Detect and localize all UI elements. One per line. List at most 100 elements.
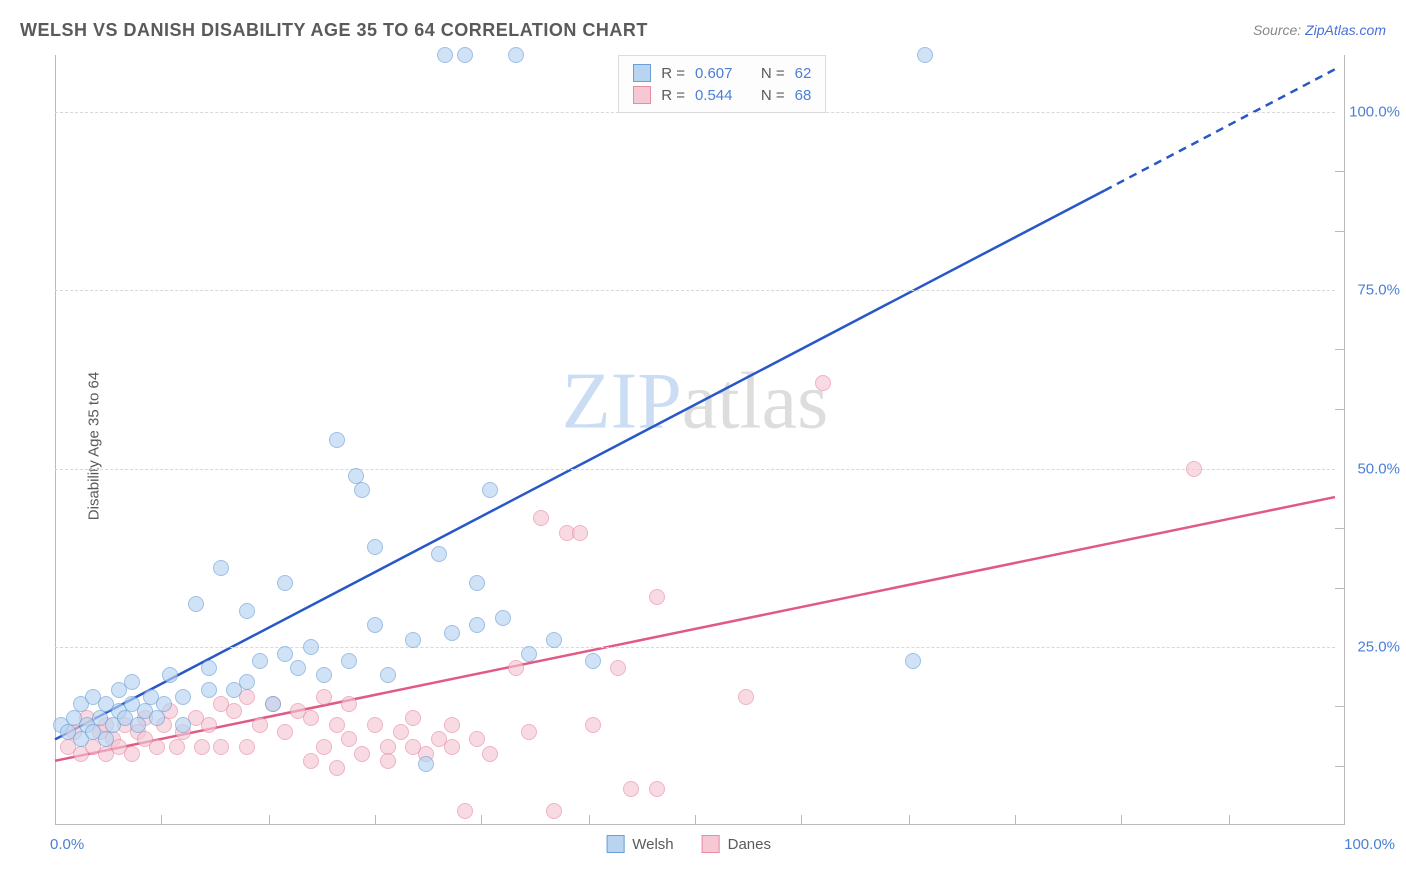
data-point (380, 667, 396, 683)
welsh-r-value: 0.607 (695, 65, 733, 82)
y-tick-label: 50.0% (1357, 460, 1400, 477)
data-point (367, 539, 383, 555)
data-point (380, 753, 396, 769)
source-link[interactable]: ZipAtlas.com (1305, 22, 1386, 38)
data-point (393, 724, 409, 740)
data-point (431, 546, 447, 562)
data-point (316, 689, 332, 705)
data-point (149, 739, 165, 755)
data-point (252, 717, 268, 733)
x-tick-mark (269, 815, 270, 825)
data-point (316, 667, 332, 683)
source-attribution: Source: ZipAtlas.com (1253, 22, 1386, 38)
data-point (303, 753, 319, 769)
plot-area: ZIPatlas R = 0.607 N = 62 R = 0.544 N = … (55, 55, 1335, 825)
y-tick-mark (1335, 171, 1345, 172)
x-tick-mark (909, 815, 910, 825)
data-point (508, 660, 524, 676)
x-tick-mark (481, 815, 482, 825)
data-point (239, 674, 255, 690)
data-point (341, 696, 357, 712)
data-point (495, 610, 511, 626)
data-point (201, 682, 217, 698)
data-point (303, 639, 319, 655)
data-point (169, 739, 185, 755)
data-point (201, 717, 217, 733)
x-tick-mark (161, 815, 162, 825)
y-tick-mark (1335, 766, 1345, 767)
data-point (367, 617, 383, 633)
data-point (124, 674, 140, 690)
danes-n-value: 68 (795, 87, 812, 104)
data-point (649, 589, 665, 605)
data-point (194, 739, 210, 755)
data-point (917, 47, 933, 63)
welsh-swatch (633, 64, 651, 82)
danes-swatch (633, 86, 651, 104)
data-point (124, 746, 140, 762)
data-point (546, 632, 562, 648)
data-point (469, 617, 485, 633)
x-tick-mark (589, 815, 590, 825)
data-point (130, 717, 146, 733)
data-point (226, 703, 242, 719)
data-point (444, 717, 460, 733)
data-point (98, 731, 114, 747)
data-point (1186, 461, 1202, 477)
data-point (149, 710, 165, 726)
data-point (905, 653, 921, 669)
data-point (329, 760, 345, 776)
gridline (55, 112, 1335, 113)
y-tick-mark (1335, 528, 1345, 529)
data-point (367, 717, 383, 733)
x-tick-origin: 0.0% (50, 836, 84, 853)
data-point (265, 696, 281, 712)
data-point (156, 696, 172, 712)
y-tick-mark (1335, 706, 1345, 707)
data-point (354, 746, 370, 762)
data-point (610, 660, 626, 676)
data-point (437, 47, 453, 63)
data-point (341, 731, 357, 747)
gridline (55, 647, 1335, 648)
y-tick-label: 75.0% (1357, 282, 1400, 299)
x-tick-mark (801, 815, 802, 825)
data-point (418, 756, 434, 772)
data-point (405, 632, 421, 648)
data-point (585, 653, 601, 669)
data-point (341, 653, 357, 669)
data-point (213, 739, 229, 755)
data-point (585, 717, 601, 733)
data-point (738, 689, 754, 705)
data-point (546, 803, 562, 819)
y-tick-mark (1335, 349, 1345, 350)
data-point (649, 781, 665, 797)
legend-item-welsh: Welsh (606, 835, 673, 853)
danes-legend-label: Danes (728, 836, 771, 853)
data-point (815, 375, 831, 391)
gridline (55, 469, 1335, 470)
data-point (329, 432, 345, 448)
data-point (469, 731, 485, 747)
x-tick-mark (1015, 815, 1016, 825)
data-point (252, 653, 268, 669)
data-point (444, 739, 460, 755)
data-point (162, 667, 178, 683)
data-point (175, 689, 191, 705)
data-point (277, 724, 293, 740)
y-tick-label: 25.0% (1357, 638, 1400, 655)
data-point (521, 724, 537, 740)
stat-row-danes: R = 0.544 N = 68 (633, 84, 811, 106)
x-tick-mark (1121, 815, 1122, 825)
data-point (508, 47, 524, 63)
stat-row-welsh: R = 0.607 N = 62 (633, 62, 811, 84)
data-point (303, 710, 319, 726)
y-tick-mark (1335, 409, 1345, 410)
data-point (405, 710, 421, 726)
trend-lines (55, 55, 1335, 825)
data-point (277, 646, 293, 662)
data-point (239, 739, 255, 755)
danes-r-value: 0.544 (695, 87, 733, 104)
data-point (482, 746, 498, 762)
data-point (290, 660, 306, 676)
